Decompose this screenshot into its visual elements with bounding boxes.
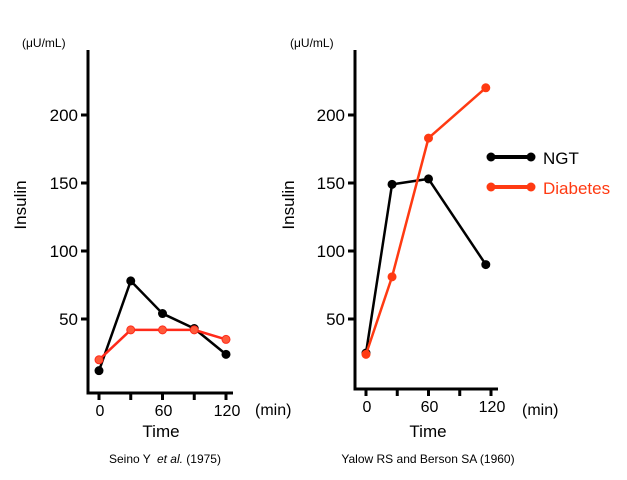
series-diabetes — [94, 325, 231, 365]
y-tick-label: 50 — [59, 310, 78, 329]
data-point — [387, 272, 397, 282]
x-unit-label: (min) — [255, 402, 291, 419]
data-point — [126, 276, 136, 286]
x-tick-label: 0 — [363, 399, 372, 416]
x-tick-label: 60 — [421, 399, 439, 416]
x-tick-label: 0 — [96, 403, 105, 420]
caption-year: (1975) — [183, 452, 221, 466]
data-point — [126, 325, 136, 335]
data-point — [424, 174, 433, 184]
data-point — [424, 133, 433, 143]
series-line-diabetes — [364, 86, 487, 355]
legend-label-ngt: NGT — [543, 149, 579, 168]
caption-etal: et al. — [157, 452, 183, 466]
caption-author: Yalow RS and Berson SA — [341, 452, 477, 466]
y-unit-label: (μU/mL) — [290, 36, 334, 50]
data-point — [221, 349, 231, 359]
legend-label-diabetes: Diabetes — [543, 179, 610, 198]
x-tick-label: 120 — [479, 399, 506, 416]
legend-marker — [486, 182, 496, 192]
legend: NGT Diabetes — [486, 149, 610, 198]
data-point — [481, 260, 491, 270]
chart-panel-2: (μU/mL) 50 100 150 200 0 60 120 (min) Time Insulin… — [279, 36, 610, 466]
x-tick-label: 120 — [214, 403, 241, 420]
data-point — [94, 355, 104, 365]
y-tick-label: 150 — [50, 174, 78, 193]
y-tick-label: 50 — [326, 310, 345, 329]
caption-author: Seino Y — [109, 452, 154, 466]
data-point — [387, 179, 397, 189]
legend-marker — [526, 152, 536, 162]
y-tick-label: 150 — [317, 174, 345, 193]
data-point — [361, 349, 371, 359]
series-ngt — [361, 174, 491, 358]
series-line-ngt — [364, 177, 487, 354]
y-tick-label: 200 — [317, 106, 345, 125]
series-diabetes — [361, 83, 491, 359]
legend-marker — [486, 152, 496, 162]
y-axis-label: Insulin — [11, 180, 30, 229]
x-unit-label: (min) — [522, 402, 558, 419]
chart-panel-1: (μU/mL) 50 100 150 200 0 60 120 (min) Time Insulin… — [11, 36, 291, 466]
data-point — [221, 334, 231, 344]
y-tick-label: 200 — [50, 106, 78, 125]
x-tick-label: 60 — [155, 403, 173, 420]
y-unit-label: (μU/mL) — [22, 36, 66, 50]
data-point — [481, 83, 491, 93]
y-axis-label: Insulin — [279, 180, 298, 229]
data-point — [158, 325, 167, 335]
legend-marker — [526, 182, 536, 192]
y-tick-label: 100 — [50, 242, 78, 261]
chart-caption: Seino Y et al. (1975) — [109, 452, 221, 466]
data-point — [158, 309, 167, 319]
x-axis-label: Time — [409, 422, 446, 441]
chart-caption: Yalow RS and Berson SA (1960) — [341, 452, 514, 466]
y-tick-label: 100 — [317, 242, 345, 261]
data-point — [189, 325, 199, 335]
data-point — [94, 366, 104, 376]
caption-year: (1960) — [477, 452, 515, 466]
x-axis-label: Time — [142, 422, 179, 441]
